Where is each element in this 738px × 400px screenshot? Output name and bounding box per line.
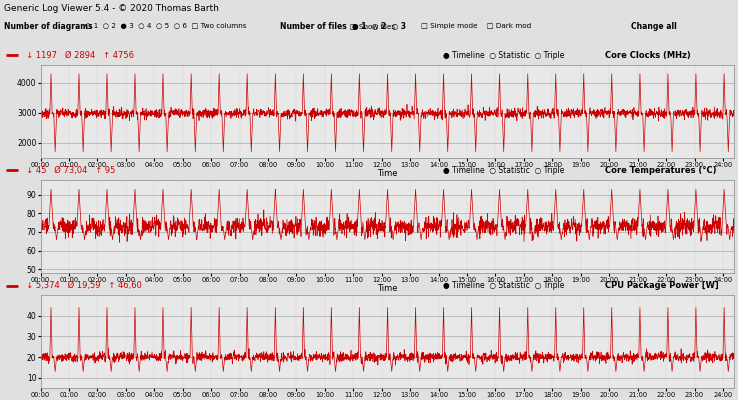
Text: □ Show files: □ Show files	[280, 23, 396, 29]
Text: CPU Package Power [W]: CPU Package Power [W]	[605, 281, 719, 290]
Text: ○ 1  ○ 2  ● 3  ○ 4  ○ 5  ○ 6  □ Two columns: ○ 1 ○ 2 ● 3 ○ 4 ○ 5 ○ 6 □ Two columns	[85, 23, 246, 29]
Text: Generic Log Viewer 5.4 - © 2020 Thomas Barth: Generic Log Viewer 5.4 - © 2020 Thomas B…	[4, 4, 218, 13]
Text: Core Temperatures (°C): Core Temperatures (°C)	[605, 166, 717, 175]
Text: ● Timeline  ○ Statistic  ○ Triple: ● Timeline ○ Statistic ○ Triple	[443, 281, 564, 290]
Text: Change all: Change all	[631, 22, 677, 31]
Text: Core Clocks (MHz): Core Clocks (MHz)	[605, 51, 691, 60]
Text: Number of diagrams: Number of diagrams	[4, 22, 92, 31]
X-axis label: Time: Time	[377, 284, 398, 293]
Text: □ Simple mode    □ Dark mod: □ Simple mode □ Dark mod	[421, 23, 531, 29]
Text: ↓ 1197   Ø 2894   ↑ 4756: ↓ 1197 Ø 2894 ↑ 4756	[21, 51, 134, 60]
Text: Number of files  ● 1  ○ 2  ○ 3: Number of files ● 1 ○ 2 ○ 3	[280, 22, 407, 31]
Text: ↓ 5,374   Ø 19,59   ↑ 46,60: ↓ 5,374 Ø 19,59 ↑ 46,60	[21, 281, 142, 290]
X-axis label: Time: Time	[377, 169, 398, 178]
Text: ● Timeline  ○ Statistic  ○ Triple: ● Timeline ○ Statistic ○ Triple	[443, 51, 564, 60]
Text: ↓ 45   Ø 73,04   ↑ 95: ↓ 45 Ø 73,04 ↑ 95	[21, 166, 115, 175]
Text: ● Timeline  ○ Statistic  ○ Triple: ● Timeline ○ Statistic ○ Triple	[443, 166, 564, 175]
